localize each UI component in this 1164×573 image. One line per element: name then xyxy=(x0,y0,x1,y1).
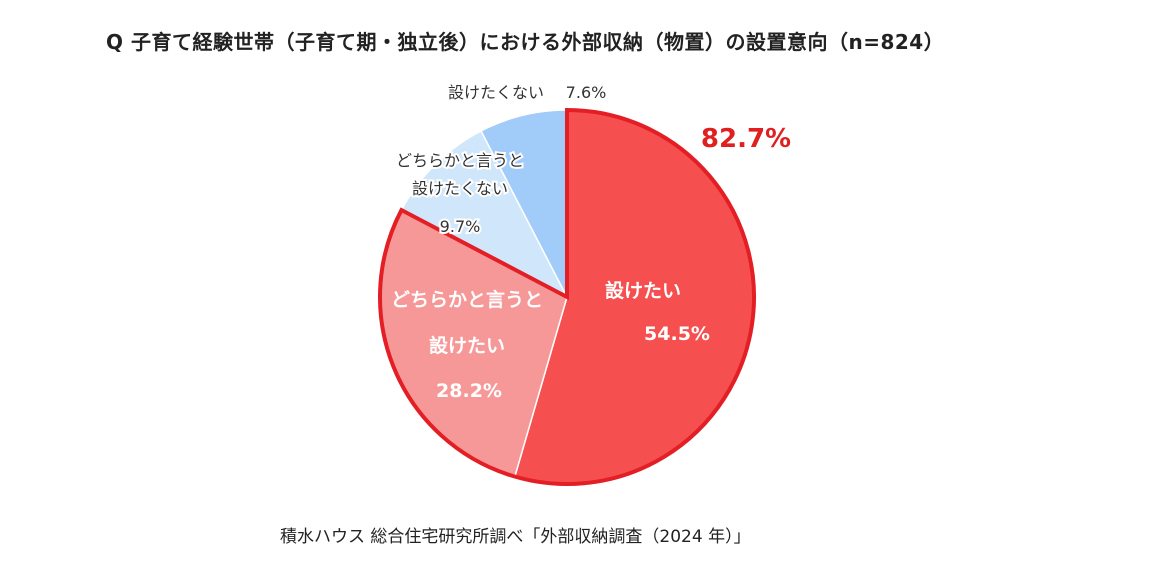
slice-value-label: 54.5% xyxy=(644,323,710,345)
slice-label: どちらかと言うと xyxy=(396,151,524,170)
pie-slice xyxy=(400,129,569,299)
chart-title: Q 子育て経験世帯（子育て期・独立後）における外部収納（物置）の設置意向（n=8… xyxy=(106,30,945,54)
chart-source: 積水ハウス 総合住宅研究所調べ「外部収納調査（2024 年）」 xyxy=(280,527,751,547)
highlight-outline xyxy=(378,107,756,486)
slice-label: どちらかと言うと xyxy=(391,288,543,311)
slice-label: 設けたくない xyxy=(448,83,544,102)
slice-label: 設けたい xyxy=(429,334,505,357)
pie-labels: 設けたい54.5%どちらかと言うと設けたい28.2%どちらかと言うと設けたくない… xyxy=(391,81,791,402)
slice-value-label: 28.2% xyxy=(436,380,502,402)
slice-label: 設けたい xyxy=(605,279,681,302)
slice-value-label: 9.7% xyxy=(440,217,481,236)
slice-value-label: 7.6% xyxy=(566,83,607,102)
highlight-total-label: 82.7% xyxy=(701,124,791,154)
slice-label: 設けたくない xyxy=(412,179,508,198)
highlight-outline-path xyxy=(378,107,756,486)
